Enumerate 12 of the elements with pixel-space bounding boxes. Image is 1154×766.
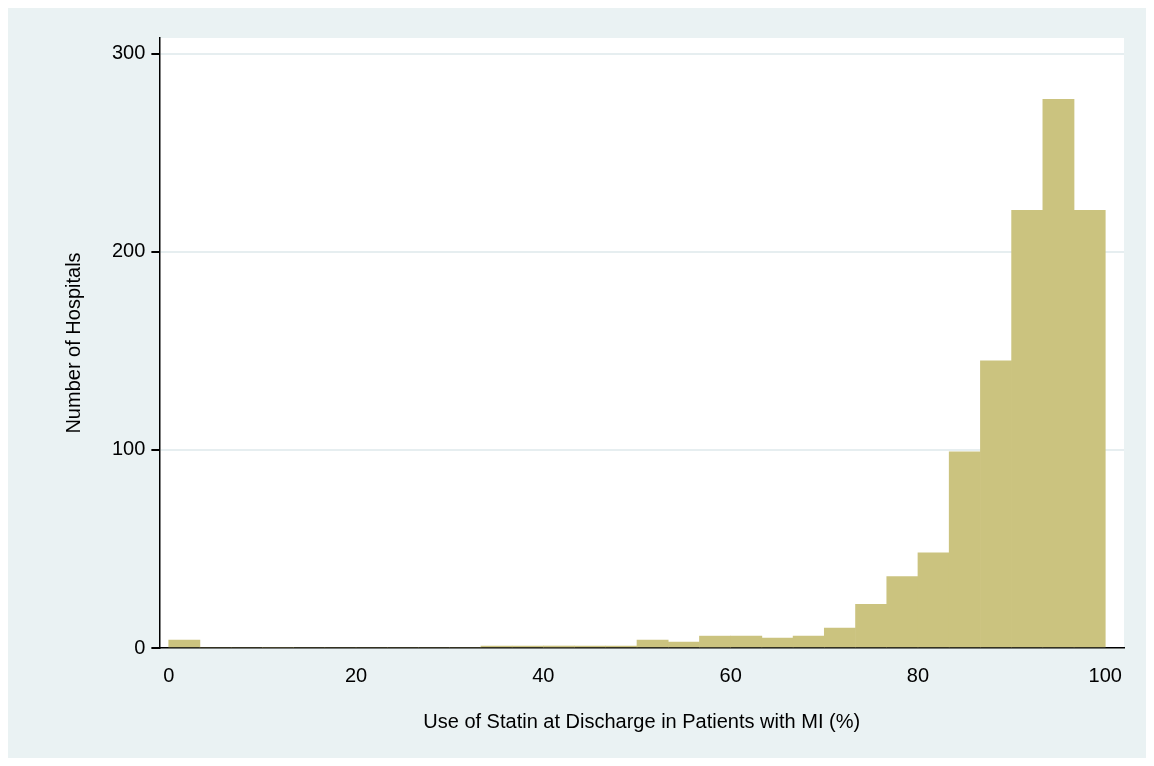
x-tick-label: 80 (906, 663, 930, 686)
x-tick-label: 60 (719, 663, 742, 686)
y-axis-title: Number of Hospitals (61, 252, 84, 434)
x-tick-label: 40 (532, 663, 555, 686)
y-tick-label: 300 (111, 41, 146, 64)
y-tick-label: 200 (111, 239, 146, 262)
y-tick-label: 100 (111, 437, 146, 460)
x-axis-title: Use of Statin at Discharge in Patients with MI (%) (423, 709, 861, 732)
x-tick-label: 0 (163, 663, 175, 686)
x-tick-label: 20 (344, 663, 368, 686)
x-tick-label: 100 (1088, 663, 1122, 686)
y-tick-label: 0 (134, 635, 146, 658)
